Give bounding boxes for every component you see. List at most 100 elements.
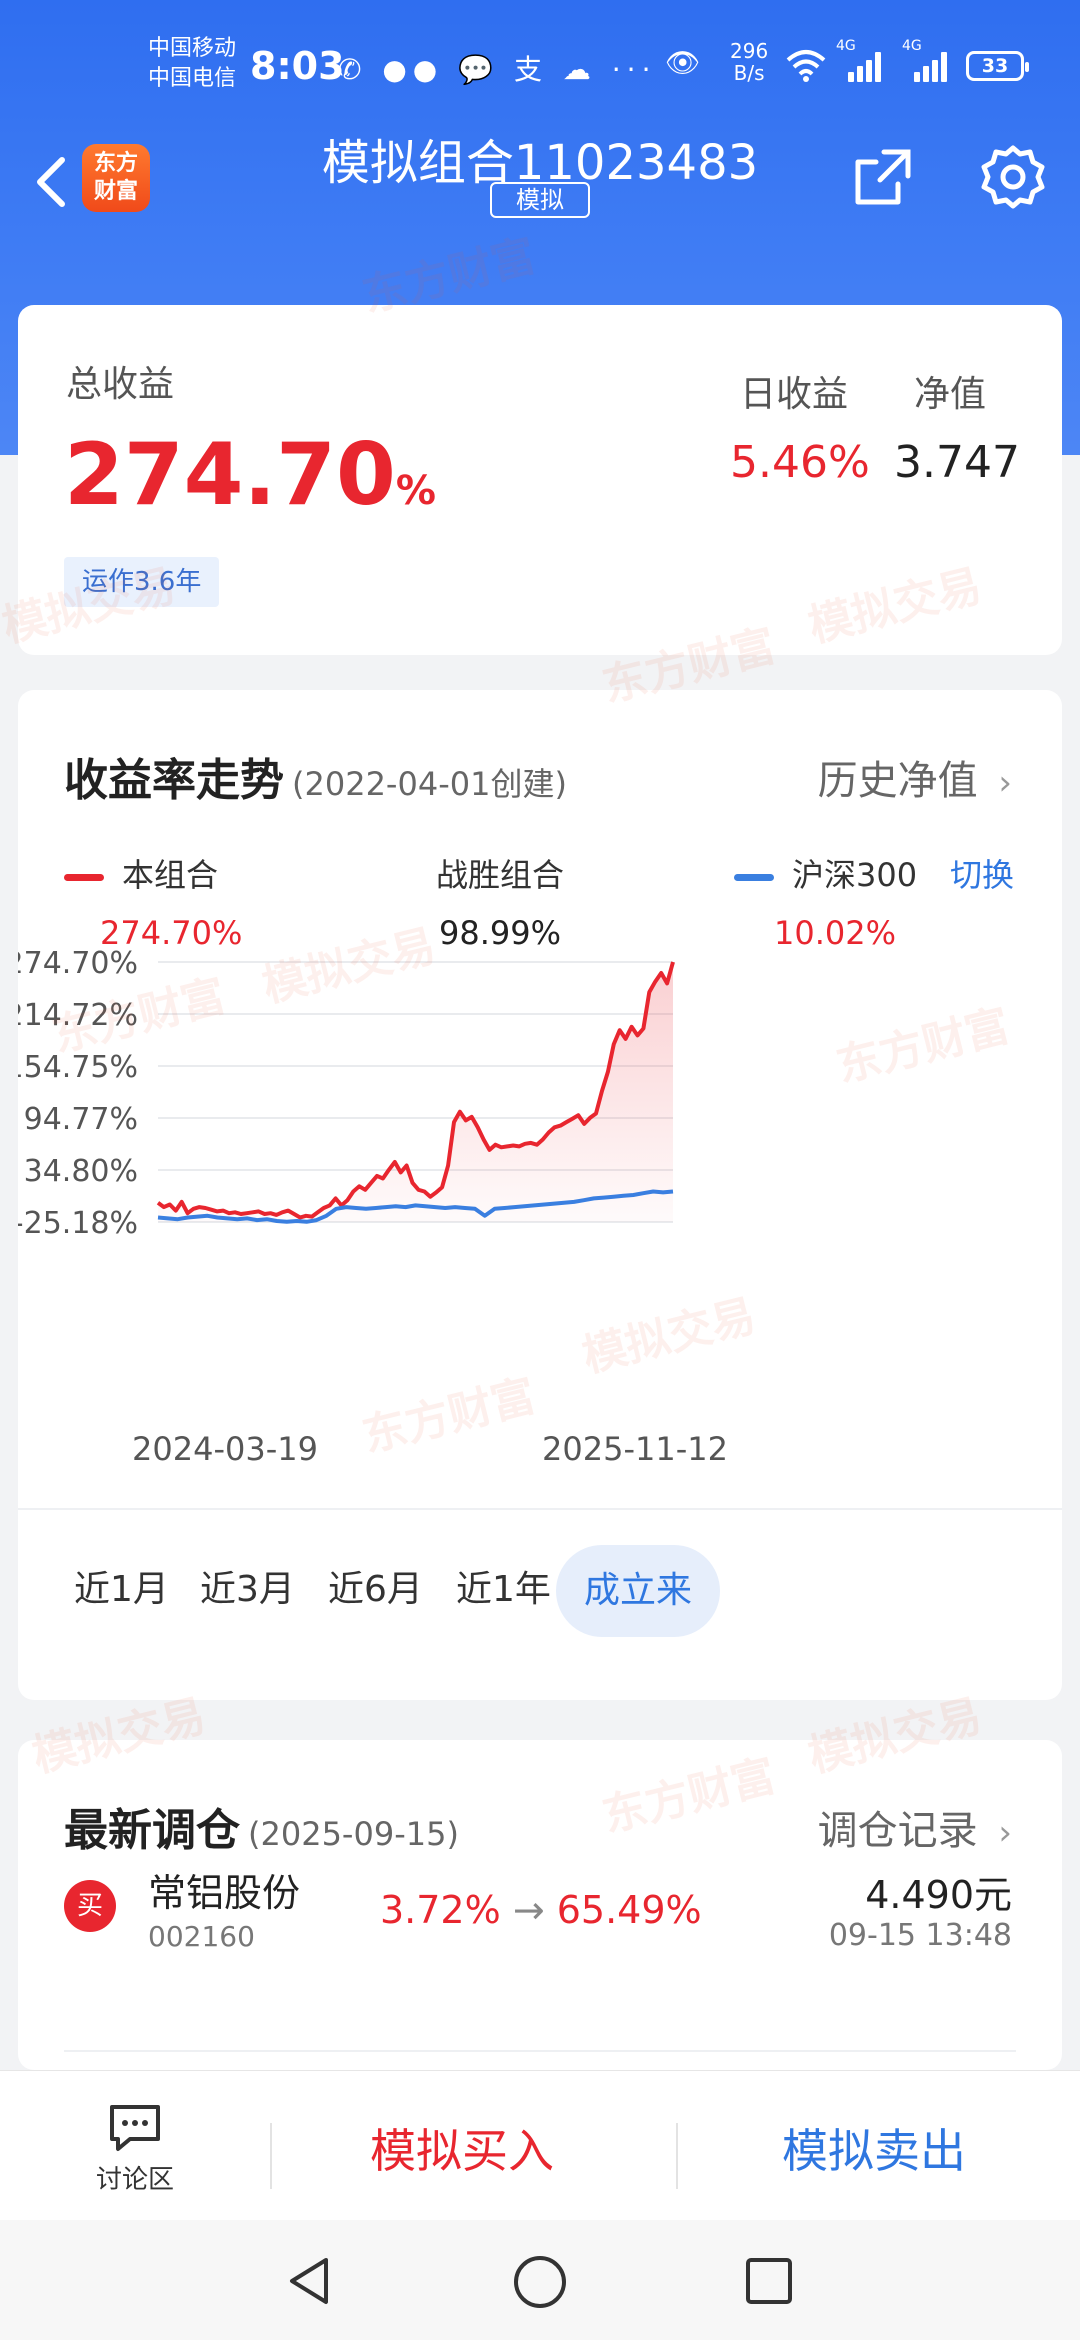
latest-trade-title: 最新调仓 (2025-09-15) <box>64 1794 459 1858</box>
signal-1-label: 4G <box>836 38 856 54</box>
period-since-inception[interactable]: 成立来 <box>556 1545 721 1637</box>
summary-card: 总收益 274.70% 运作3.6年 日收益 净值 5.46% 3.747 <box>18 305 1062 655</box>
separator <box>676 2123 678 2189</box>
net-speed-value: 296 <box>730 39 769 63</box>
legend-hs300-mark <box>734 873 774 881</box>
period-1m[interactable]: 近1月 <box>74 1569 169 1610</box>
buy-tag: 买 <box>64 1880 116 1932</box>
cloud-icon: ☁ <box>562 53 597 86</box>
total-return-number: 274.70 <box>64 425 396 525</box>
logo-text: 东方财富 <box>93 151 138 204</box>
signal-1-icon: 4G <box>836 38 882 82</box>
system-nav-bar <box>0 2220 1080 2340</box>
trade-price: 4.490元 <box>865 1873 1012 1917</box>
latest-trade-title-text: 最新调仓 <box>64 1805 240 1856</box>
alipay-icon: 支 <box>513 53 548 86</box>
daily-return-value: 5.46% <box>730 437 870 488</box>
trend-divider <box>18 1508 1062 1510</box>
legend-beat: 战胜组合 98.99% <box>436 850 564 952</box>
series-line-hs300 <box>157 1189 674 1224</box>
legend-portfolio: 本组合 274.70% <box>64 850 242 952</box>
carrier-1: 中国移动 <box>148 36 237 61</box>
stock-name[interactable]: 常铝股份 <box>148 1871 301 1915</box>
legend-beat-name: 战胜组合 <box>436 856 565 894</box>
series-area-portfolio <box>158 962 673 1222</box>
row-divider <box>64 2050 1016 2052</box>
clock: 8:03 <box>250 44 345 88</box>
simulated-sell-button[interactable]: 模拟卖出 <box>782 2124 966 2178</box>
separator <box>270 2123 272 2189</box>
trend-card: 收益率走势 (2022-04-01创建) 历史净值 › 本组合 274.70% 战… <box>18 690 1062 1700</box>
signal-2-icon: 4G <box>902 38 952 82</box>
back-button[interactable] <box>22 146 82 216</box>
settings-button[interactable] <box>980 144 1046 210</box>
period-1y[interactable]: 近1年 <box>456 1569 551 1610</box>
legend-portfolio-value: 274.70% <box>100 914 243 952</box>
net-speed-unit: B/s <box>733 61 765 85</box>
notification-icons: ✆ ●● 💬 支 ☁ ··· <box>338 48 656 88</box>
missed-call-icon: ✆ <box>338 53 368 86</box>
carrier-info: 中国移动 中国电信 <box>148 34 236 94</box>
nav-back-icon[interactable] <box>284 2254 334 2308</box>
simulated-buy-button[interactable]: 模拟买入 <box>370 2124 554 2178</box>
wifi-icon <box>786 50 826 82</box>
net-value-label: 净值 <box>914 374 987 415</box>
carrier-2: 中国电信 <box>148 66 237 91</box>
stock-code: 002160 <box>148 1920 255 1953</box>
return-trend-chart: 274.70% 214.72% 154.75% 94.77% 34.80% -25.18% <box>18 950 675 1241</box>
arrow-right-icon: → <box>512 1888 545 1932</box>
history-nav-link[interactable]: 历史净值 › <box>818 748 1012 806</box>
trend-created-date: (2022-04-01创建) <box>292 765 567 803</box>
status-bar: 中国移动 中国电信 8:03 ✆ ●● 💬 支 ☁ ··· 👁 296 B/s … <box>0 0 1080 130</box>
legend-hs300: 沪深300 10.02% <box>734 850 917 952</box>
x-axis-start-label: 2024-03-19 <box>132 1430 318 1468</box>
y-tick-label: -25.18% <box>18 1206 138 1241</box>
trade-history-link[interactable]: 调仓记录 › <box>818 1798 1012 1856</box>
run-duration-tag: 运作3.6年 <box>64 557 220 607</box>
chat-icon <box>110 2105 160 2151</box>
message-icon: 💬 <box>458 53 500 86</box>
latest-trade-date: (2025-09-15) <box>248 1815 459 1853</box>
legend-hs300-name: 沪深300 <box>792 856 918 894</box>
bottom-action-bar: 讨论区 模拟买入 模拟卖出 <box>0 2070 1080 2220</box>
trend-title: 收益率走势 (2022-04-01创建) <box>64 744 567 808</box>
latest-trade-card: 最新调仓 (2025-09-15) 调仓记录 › 买 常铝股份 002160 3.… <box>18 1740 1062 2070</box>
net-speed: 296 B/s <box>730 40 768 84</box>
y-tick-label: 34.80% <box>24 1154 138 1189</box>
nav-home-icon[interactable] <box>512 2254 568 2310</box>
net-value: 3.747 <box>894 437 1020 488</box>
legend-beat-value: 98.99% <box>439 914 562 952</box>
nav-recents-icon[interactable] <box>744 2256 794 2306</box>
battery-indicator: 33 <box>966 51 1029 81</box>
eastmoney-logo: 东方财富 <box>82 144 150 212</box>
chevron-right-icon: › <box>998 763 1012 803</box>
daily-return-label: 日收益 <box>740 374 849 415</box>
eye-icon: 👁 <box>665 46 701 79</box>
signal-2-label: 4G <box>902 38 922 54</box>
more-icon: ··· <box>611 53 657 86</box>
y-tick-label: 154.75% <box>18 1050 138 1085</box>
legend-portfolio-name: 本组合 <box>122 856 219 894</box>
discussion-label: 讨论区 <box>95 2165 174 2195</box>
position-to: 65.49% <box>556 1888 702 1932</box>
wechat-icon: ●● <box>382 53 444 86</box>
total-return-label: 总收益 <box>66 364 175 405</box>
trend-title-text: 收益率走势 <box>64 755 284 806</box>
series-line-portfolio <box>156 961 675 1220</box>
y-tick-label: 94.77% <box>24 1102 138 1137</box>
position-change: 3.72% → 65.49% <box>380 1888 702 1932</box>
page-title: 模拟组合11023483 <box>321 135 759 191</box>
switch-benchmark-button[interactable]: 切换 <box>949 856 1014 894</box>
trade-history-link-label: 调仓记录 <box>817 1808 978 1854</box>
simulated-badge: 模拟 <box>490 182 590 218</box>
position-from: 3.72% <box>380 1888 501 1932</box>
share-button[interactable] <box>850 144 916 210</box>
legend-hs300-value: 10.02% <box>774 914 897 952</box>
discussion-button[interactable]: 讨论区 <box>80 2103 190 2196</box>
nav-bar: 东方财富 模拟组合11023483 模拟 <box>0 130 1080 240</box>
period-3m[interactable]: 近3月 <box>200 1569 295 1610</box>
period-6m[interactable]: 近6月 <box>328 1569 423 1610</box>
y-tick-label: 214.72% <box>18 998 138 1033</box>
total-return-unit: % <box>395 468 436 514</box>
chevron-right-icon: › <box>998 1813 1012 1853</box>
